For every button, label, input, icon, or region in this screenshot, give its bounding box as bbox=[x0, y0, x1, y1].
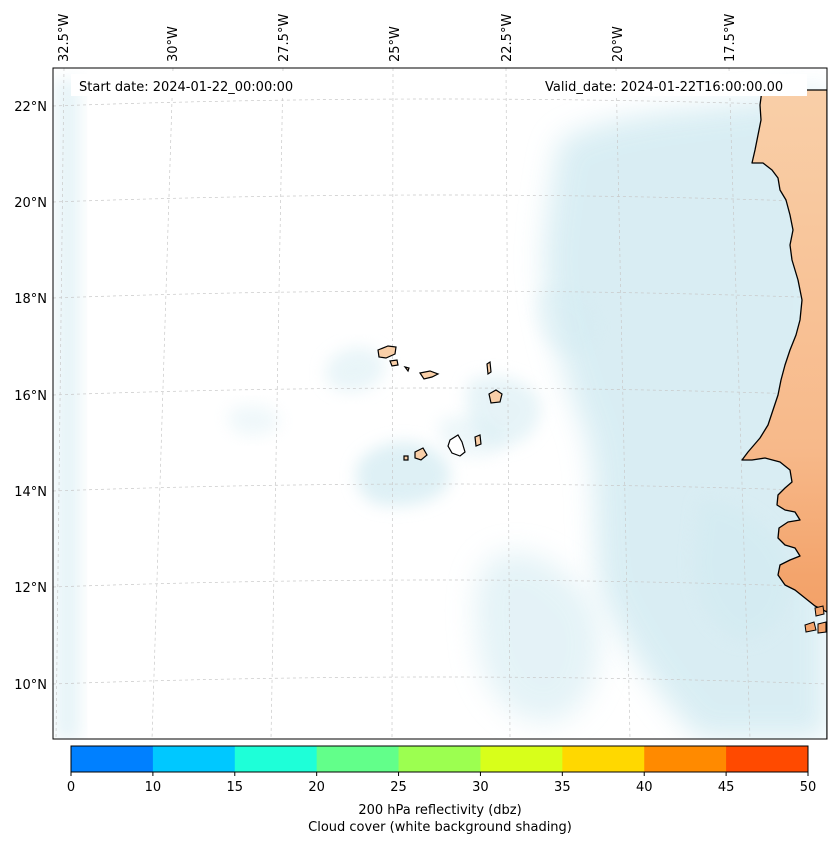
lon-label-17-5w: 17.5°W bbox=[723, 14, 738, 62]
guinea-bissau-islands bbox=[804, 605, 827, 634]
colorbar-label-line2: Cloud cover (white background shading) bbox=[308, 820, 572, 835]
graticule bbox=[53, 68, 827, 739]
colorbar-label-line1: 200 hPa reflectivity (dbz) bbox=[358, 803, 521, 818]
latitude-labels: 22°N 20°N 18°N 16°N 14°N 12°N 10°N bbox=[14, 100, 47, 693]
island-boa-vista bbox=[488, 389, 503, 404]
longitude-labels: 32.5°W 30°W 27.5°W 25°W 22.5°W 20°W 17.5… bbox=[57, 14, 738, 62]
colorbar-tick-label: 20 bbox=[308, 780, 325, 795]
colorbar: 0 10 15 20 25 30 35 40 45 50 200 hPa reflectivity… bbox=[67, 745, 816, 835]
start-date-box: Start date: 2024-01-22_00:00:00 bbox=[71, 74, 314, 96]
colorbar-tick-label: 0 bbox=[67, 780, 75, 795]
colorbar-tick-label: 10 bbox=[145, 780, 162, 795]
colorbar-segment bbox=[644, 746, 727, 772]
map-panel: Start date: 2024-01-22_00:00:00 Valid_da… bbox=[52, 67, 828, 740]
island-santo-antao bbox=[377, 345, 397, 359]
lat-label-18n: 18°N bbox=[14, 292, 47, 307]
colorbar-tick-label: 35 bbox=[554, 780, 571, 795]
island-brava bbox=[403, 455, 409, 461]
colorbar-tick-label: 50 bbox=[800, 780, 817, 795]
lat-label-10n: 10°N bbox=[14, 678, 47, 693]
colorbar-segment bbox=[726, 746, 809, 772]
lon-label-27-5w: 27.5°W bbox=[277, 14, 292, 62]
map-frame bbox=[52, 67, 828, 740]
colorbar-segments bbox=[71, 746, 809, 772]
island-sal bbox=[486, 360, 492, 376]
colorbar-segment bbox=[71, 746, 154, 772]
colorbar-frame bbox=[70, 745, 809, 773]
colorbar-ticks: 0 10 15 20 25 30 35 40 45 50 bbox=[67, 772, 816, 795]
lat-label-22n: 22°N bbox=[14, 100, 47, 115]
lon-label-22-5w: 22.5°W bbox=[500, 14, 515, 62]
island-santiago bbox=[447, 434, 466, 457]
valid-date-label: Valid_date: 2024-01-22T16:00:00.00 bbox=[545, 80, 783, 95]
colorbar-segment bbox=[480, 746, 563, 772]
island-fogo bbox=[414, 447, 428, 461]
lon-label-25w: 25°W bbox=[388, 26, 403, 62]
african-coastline bbox=[741, 89, 827, 739]
lon-label-32-5w: 32.5°W bbox=[57, 14, 72, 62]
colorbar-tick-label: 30 bbox=[472, 780, 489, 795]
lat-label-20n: 20°N bbox=[14, 196, 47, 211]
colorbar-tick-label: 40 bbox=[636, 780, 653, 795]
island-maio bbox=[474, 434, 482, 447]
island-santa-luzia bbox=[403, 366, 410, 373]
colorbar-tick-label: 15 bbox=[227, 780, 244, 795]
cape-verde-islands bbox=[377, 345, 503, 461]
lon-label-20w: 20°W bbox=[611, 26, 626, 62]
colorbar-segment bbox=[234, 746, 318, 772]
colorbar-segment bbox=[562, 746, 645, 772]
colorbar-segment bbox=[398, 746, 481, 772]
colorbar-segment bbox=[152, 746, 236, 772]
lat-label-16n: 16°N bbox=[14, 389, 47, 404]
lon-label-30w: 30°W bbox=[166, 26, 181, 62]
lat-label-12n: 12°N bbox=[14, 581, 47, 596]
colorbar-tick-label: 45 bbox=[718, 780, 735, 795]
mainland-mauritania-senegal bbox=[741, 89, 827, 739]
island-sao-vicente bbox=[389, 359, 399, 367]
cloud-cover-shading bbox=[55, 80, 827, 739]
colorbar-segment bbox=[316, 746, 400, 772]
valid-date-box: Valid_date: 2024-01-22T16:00:00.00 bbox=[537, 74, 807, 96]
lat-label-14n: 14°N bbox=[14, 485, 47, 500]
start-date-label: Start date: 2024-01-22_00:00:00 bbox=[79, 80, 293, 95]
island-sao-nicolau bbox=[419, 370, 440, 380]
colorbar-tick-label: 25 bbox=[390, 780, 407, 795]
